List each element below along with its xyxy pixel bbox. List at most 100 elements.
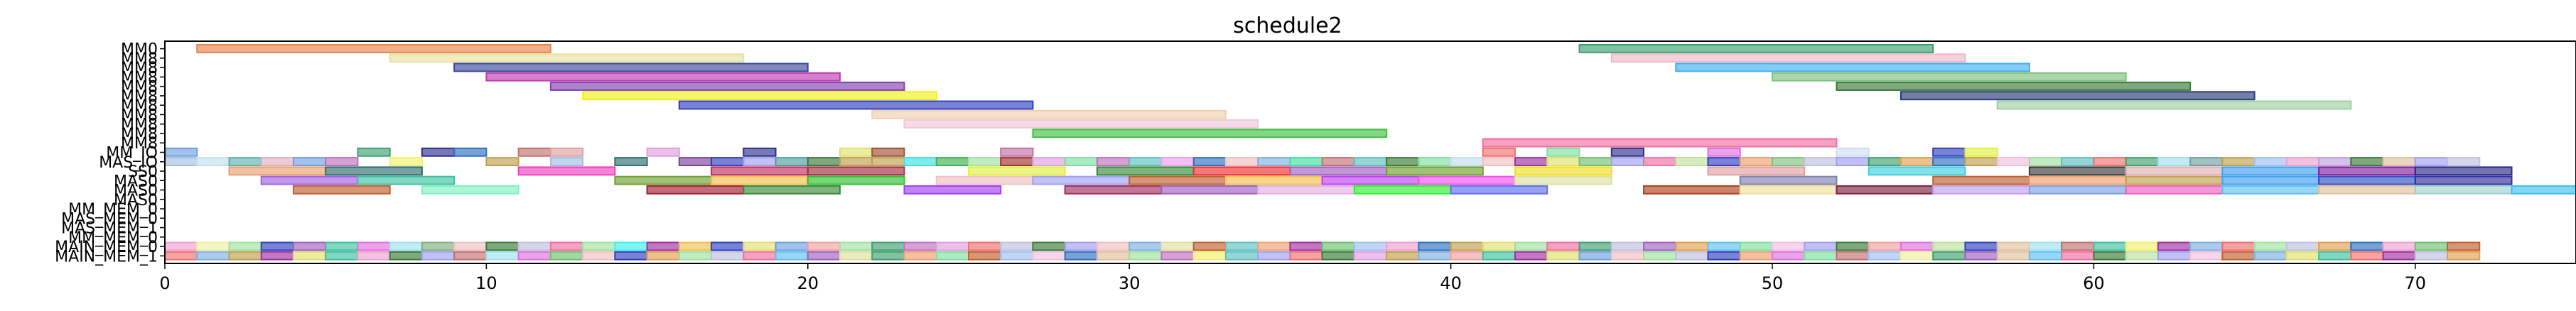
task-bar [421,185,519,195]
task-bar [2028,166,2127,176]
task-bar [1128,157,1163,167]
task-bar [614,251,648,261]
task-bar [2414,175,2513,185]
row-label: MM8 [121,79,158,97]
task-bar [1418,157,1452,167]
task-bar [1514,175,1612,185]
row-labels: MM0MM8MM8MM8MM8MM8MM8MM8MM8MM8MM8MM_IOMA… [55,41,165,266]
task-bar [678,251,713,261]
task-bar [1128,251,1163,261]
task-bar [1610,53,1966,63]
task-bars [164,44,2576,261]
task-bar [517,147,551,157]
task-bar [549,241,584,251]
task-bar [517,251,551,261]
row-label: MM8 [121,69,158,87]
task-bar [968,157,1002,167]
task-bar [1868,241,1902,251]
task-bar [1772,72,2127,82]
row-label: MM8 [121,97,158,115]
task-bar [1450,157,1484,167]
task-bar [2414,241,2449,251]
row-label: MM8 [121,60,158,77]
task-bar [1964,157,1998,167]
task-bar [1739,157,1774,167]
task-bar [1772,157,1806,167]
task-bar [2350,157,2384,167]
task-bar [1707,166,1806,176]
task-bar [2125,157,2159,167]
task-bar [1353,157,1388,167]
task-bar [1386,157,1420,167]
task-bar [1996,241,2030,251]
task-bar [1482,251,1516,261]
task-bar [775,157,809,167]
row-label: MAS_MEM_1 [61,220,158,238]
task-bar [1482,147,1516,157]
task-bar [1546,147,1580,157]
task-bar [164,147,198,157]
task-bar [196,44,551,53]
task-bar [1932,147,1966,157]
task-bar [1000,157,1034,167]
task-bar [1739,185,1838,195]
task-bar [1289,157,1323,167]
task-bar [1868,166,1966,176]
task-bar [2157,241,2192,251]
row-label: MM8 [121,126,158,143]
task-bar [614,157,648,167]
task-bar [357,175,456,185]
task-bar [775,241,809,251]
task-bar [871,241,905,251]
task-bar [2285,157,2320,167]
task-bar [260,175,359,185]
task-bar [1321,157,1355,167]
task-bar [1321,241,1355,251]
task-bar [325,157,359,167]
task-bar [646,241,680,251]
task-bar [1418,241,1452,251]
task-bar [1868,251,1902,261]
task-bar [1932,157,1966,167]
x-tick-label: 0 [159,273,170,293]
task-bar [1160,251,1195,261]
task-bar [2318,166,2416,176]
task-bar [1707,241,1741,251]
task-bar [1964,251,1998,261]
task-bar [260,241,294,251]
task-bar [1064,185,1163,195]
task-bar [1868,157,1902,167]
task-bar [1932,241,1966,251]
task-bar [357,251,391,261]
task-bar [711,251,745,261]
task-bar [1160,157,1195,167]
row-label: MM_MEM_0 [68,229,158,247]
task-bar [325,251,359,261]
task-bar [2125,241,2159,251]
task-bar [1739,241,1774,251]
task-bar [903,241,937,251]
task-bar [2028,251,2063,261]
task-bar [453,251,487,261]
task-bar [292,157,327,167]
task-bar [1578,251,1612,261]
task-bar [1610,157,1645,167]
row-label: MM8 [121,135,158,153]
task-bar [871,147,905,157]
task-bar [2414,185,2513,195]
task-bar [389,251,423,261]
task-bar [164,241,198,251]
task-bar [1321,251,1355,261]
task-bar [1321,175,1420,185]
task-bar [775,251,809,261]
row-label: MM8 [121,107,158,124]
task-bar [1804,157,1838,167]
task-bar [228,241,262,251]
task-bar [549,82,905,91]
task-bar [678,157,713,167]
task-bar [2253,157,2287,167]
x-tick-label: 20 [797,273,819,293]
task-bar [196,157,230,167]
task-bar [1386,166,1484,176]
task-bar [1450,251,1484,261]
